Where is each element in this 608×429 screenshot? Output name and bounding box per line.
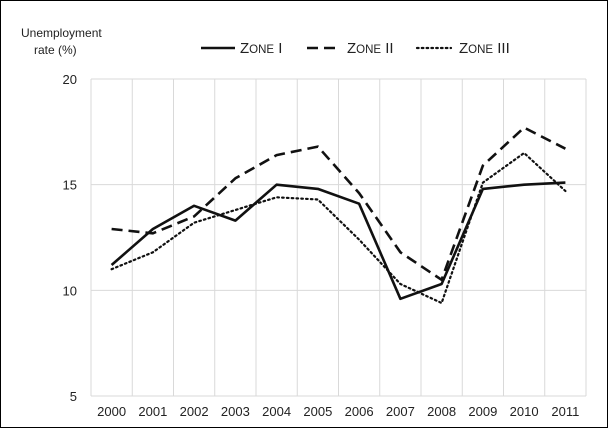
legend-label: ZONE II — [347, 40, 394, 57]
series-line-zone-2 — [111, 126, 566, 282]
legend-item-zone-2: ZONE II — [307, 40, 394, 57]
x-tick-label: 2004 — [262, 404, 291, 419]
x-tick-label: 2010 — [510, 404, 539, 419]
y-axis-label-line-1: Unemployment — [21, 26, 102, 40]
y-tick-label: 15 — [63, 178, 77, 193]
x-tick-label: 2008 — [427, 404, 456, 419]
x-tick-label: 2001 — [138, 404, 167, 419]
y-axis-label-line-2: rate (%) — [34, 43, 77, 57]
legend-label: ZONE I — [240, 40, 282, 57]
x-tick-label: 2002 — [180, 404, 209, 419]
x-tick-label: 2003 — [221, 404, 250, 419]
y-tick-label: 10 — [63, 283, 77, 298]
x-tick-label: 2009 — [468, 404, 497, 419]
axes: 5 10 15 20 2000 2001 2002 2003 2004 2005 2006 2007 2… — [63, 72, 580, 419]
x-tick-label: 2007 — [386, 404, 415, 419]
series-line-zone-1 — [110, 181, 566, 301]
legend-item-zone-3: ZONE III — [415, 40, 510, 57]
grid — [90, 78, 587, 397]
series-line-zone-3 — [110, 151, 567, 305]
x-tick-label: 2005 — [303, 404, 332, 419]
y-tick-label: 5 — [70, 389, 77, 404]
x-tick-label: 2006 — [345, 404, 374, 419]
y-axis-label: Unemployment rate (%) — [21, 26, 102, 57]
legend-item-zone-1: ZONE I — [201, 40, 282, 57]
y-tick-label: 20 — [63, 72, 77, 87]
x-tick-label: 2011 — [551, 404, 579, 419]
legend: ZONE I ZONE II ZONE III — [201, 40, 510, 57]
series — [110, 126, 567, 305]
legend-label: ZONE III — [459, 40, 510, 57]
x-tick-label: 2000 — [97, 404, 126, 419]
